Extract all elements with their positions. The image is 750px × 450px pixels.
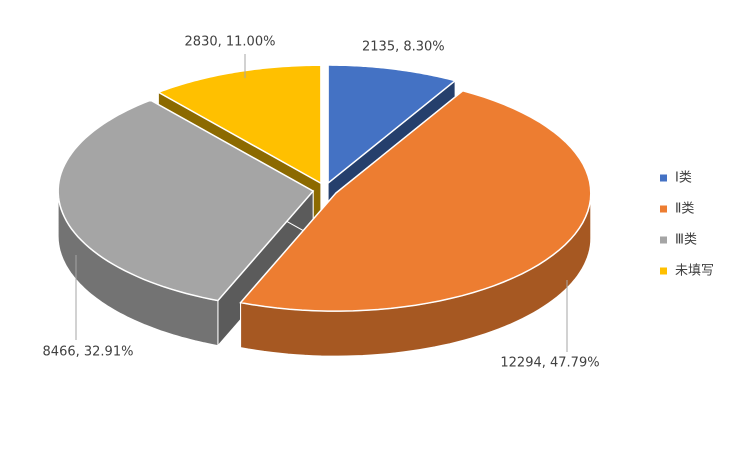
legend-marker bbox=[660, 174, 667, 182]
legend-marker bbox=[660, 236, 667, 244]
slice bbox=[57, 99, 315, 302]
legend-marker bbox=[660, 267, 667, 275]
legend-label: Ⅱ类 bbox=[675, 202, 694, 217]
data-label: 2135, 8.30% bbox=[362, 40, 445, 55]
slice bbox=[239, 89, 592, 312]
legend-marker bbox=[660, 205, 667, 213]
data-label: 2830, 11.00% bbox=[185, 35, 276, 50]
legend-label: 未填写 bbox=[675, 264, 714, 279]
slice bbox=[327, 64, 457, 185]
legend-label: Ⅲ类 bbox=[675, 233, 697, 248]
slice bbox=[156, 64, 322, 185]
legend-label: Ⅰ类 bbox=[675, 171, 692, 186]
data-label: 12294, 47.79% bbox=[500, 356, 599, 371]
data-label: 8466, 32.91% bbox=[43, 345, 134, 360]
